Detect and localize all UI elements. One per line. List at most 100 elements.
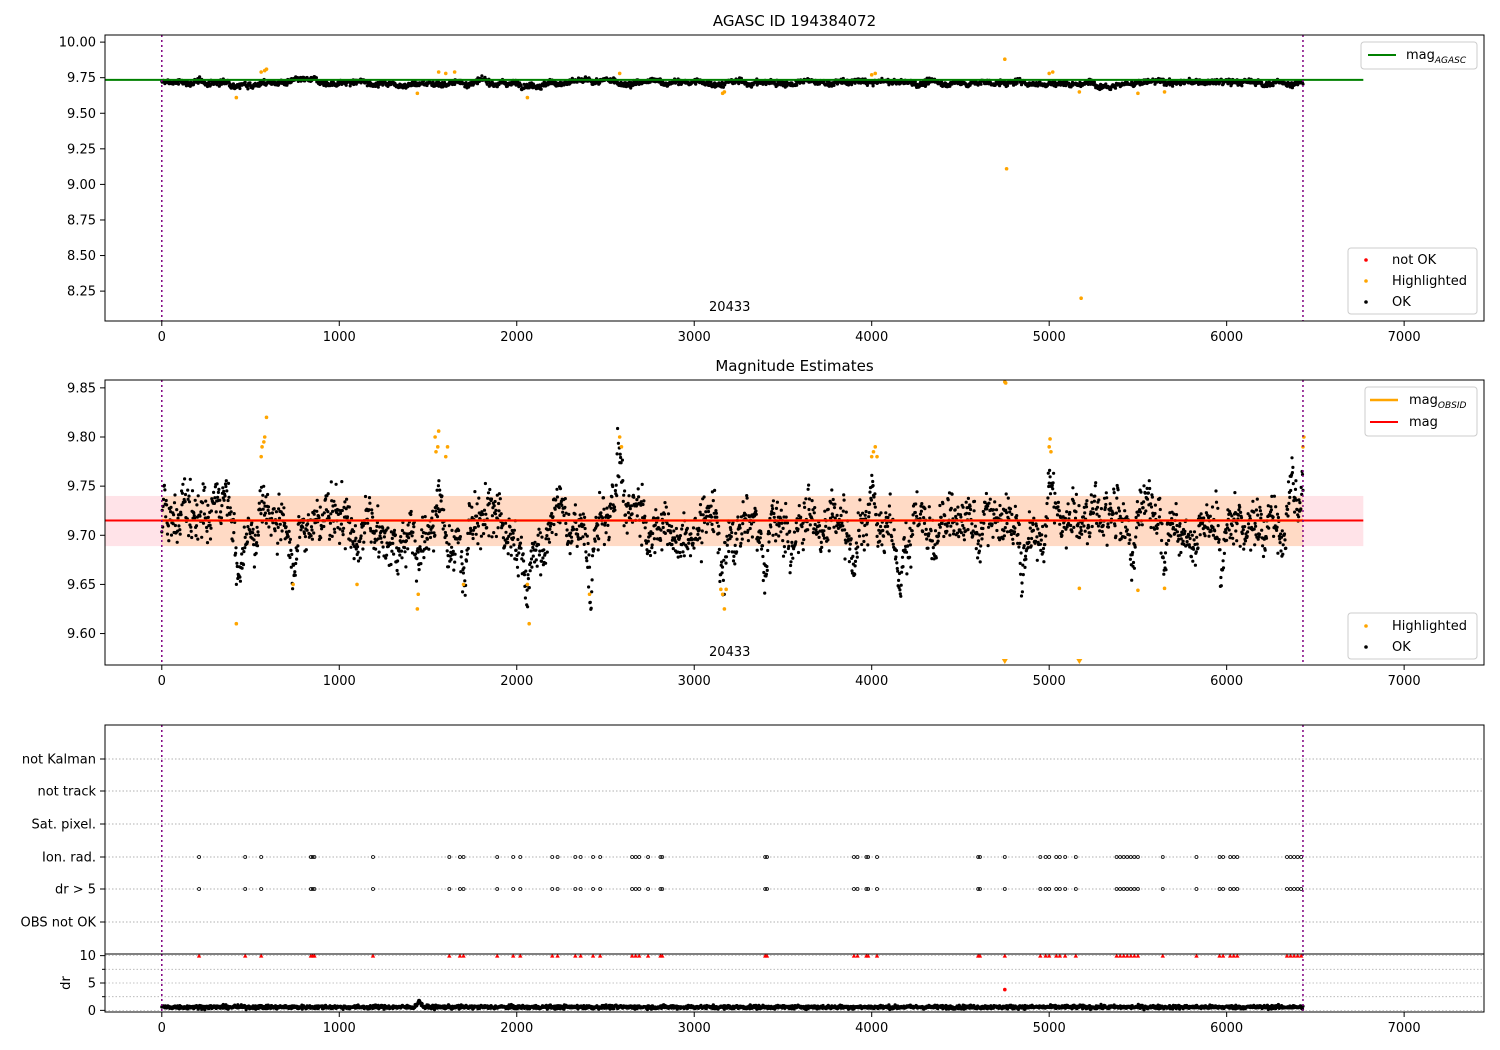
p2-ok-point	[1131, 560, 1136, 565]
p2-ok-point	[964, 500, 968, 504]
p2-ok-point	[1020, 590, 1024, 594]
p2-ok-point	[512, 528, 517, 532]
p2-ok-point	[242, 550, 246, 554]
p1-highlighted-point	[617, 71, 622, 76]
p2-ok-point	[1106, 525, 1111, 529]
legend-not-ok-marker	[1364, 258, 1368, 262]
p2-ok-point	[894, 548, 899, 553]
p2-ok-point	[301, 525, 305, 529]
p2-ok-point	[847, 534, 851, 538]
p2-ok-point	[616, 426, 620, 431]
p2-ok-point	[1034, 524, 1038, 528]
p2-ok-point	[506, 552, 510, 556]
p2-ok-point	[1105, 543, 1109, 547]
p2-ok-point	[565, 528, 569, 532]
p2-ok-point	[902, 536, 906, 540]
p2-ok-point	[1161, 556, 1165, 560]
p2-ok-point	[1133, 545, 1137, 549]
p2-ok-point	[1011, 537, 1015, 541]
p2-ok-point	[767, 531, 772, 536]
p2-ok-point	[618, 452, 622, 456]
p2-ok-point	[615, 452, 619, 456]
p2-ok-point	[1157, 515, 1161, 519]
p2-ok-point	[481, 512, 485, 516]
p2-ok-point	[899, 594, 903, 598]
p2-ok-point	[420, 528, 424, 532]
p2-ok-point	[1041, 546, 1046, 551]
p2-ok-point	[860, 542, 864, 547]
p2-ok-point	[275, 552, 279, 556]
p2-ok-point	[871, 479, 875, 484]
p2-ok-point	[1094, 481, 1098, 485]
p2-ok-point	[205, 541, 210, 545]
p2-ok-point	[1074, 492, 1078, 496]
p2-ok-point	[853, 559, 858, 564]
p1-highlighted-point	[873, 71, 878, 76]
p2-ok-point	[561, 510, 565, 514]
p2-ok-point	[807, 497, 812, 501]
p2-ok-point	[534, 558, 538, 562]
p2-ok-point	[554, 498, 558, 502]
p2-ok-point	[648, 549, 652, 554]
p2-ok-point	[843, 528, 847, 532]
p2-ok-point	[680, 527, 684, 531]
p2-ok-point	[712, 530, 716, 534]
p2-ok-point	[610, 495, 614, 499]
p2-ok-point	[784, 515, 788, 519]
p2-ok-point	[202, 512, 206, 516]
p1-ok-point	[348, 84, 352, 88]
p2-ok-point	[575, 527, 579, 532]
p2-ok-point	[727, 549, 731, 554]
p2-ok-point	[959, 515, 963, 519]
p2-ok-point	[222, 489, 226, 493]
p2-ok-point	[269, 533, 273, 537]
p2-ok-point	[1058, 522, 1062, 526]
p2-ok-point	[1084, 502, 1088, 506]
p2-ok-point	[400, 556, 404, 560]
p2-ok-point	[359, 534, 363, 538]
p2-ok-point	[537, 553, 542, 557]
p2-ok-point	[1149, 525, 1153, 530]
p2-ok-point	[1116, 488, 1120, 492]
p2-ok-point	[940, 521, 944, 526]
p2-ok-point	[352, 529, 356, 534]
p2-ok-point	[891, 542, 895, 546]
p2-ok-point	[550, 530, 554, 535]
p2-ok-point	[582, 523, 586, 527]
p2-ok-point	[538, 531, 542, 535]
p2-ok-point	[297, 515, 301, 519]
p2-ok-point	[942, 534, 946, 539]
p1-ok-point	[871, 84, 875, 88]
p2-ok-point	[289, 548, 293, 553]
p2-ok-point	[1111, 512, 1115, 516]
p2-ok-point	[503, 544, 507, 548]
p2-ok-point	[849, 537, 853, 541]
p2-ok-point	[414, 552, 418, 556]
p2-ok-point	[392, 528, 397, 533]
p2-ok-point	[594, 515, 598, 520]
p2-ok-point	[1125, 515, 1129, 519]
p2-ok-point	[1142, 500, 1146, 504]
p2-ok-point	[533, 540, 537, 544]
p2-ok-point	[1125, 528, 1129, 532]
p2-ok-point	[1090, 524, 1094, 529]
p2-ok-point	[530, 565, 534, 569]
p2-ok-point	[256, 533, 260, 537]
p2-ok-point	[717, 531, 721, 535]
p2-ok-point	[1128, 538, 1132, 542]
p2-ok-point	[306, 513, 310, 517]
p2-ok-point	[619, 455, 623, 460]
p2-ok-point	[808, 523, 812, 527]
p2-ok-point	[1158, 507, 1162, 512]
p2-ok-point	[848, 547, 852, 551]
p2-ok-point	[672, 529, 676, 533]
p2-ok-point	[933, 529, 938, 533]
p2-ok-point	[771, 507, 775, 511]
p2-ok-point	[164, 515, 168, 519]
p2-ok-point	[635, 498, 639, 502]
p2-ok-point	[340, 508, 344, 513]
p2-ok-point	[228, 506, 232, 510]
p2-ok-point	[961, 505, 965, 509]
p2-ok-point	[497, 501, 501, 506]
